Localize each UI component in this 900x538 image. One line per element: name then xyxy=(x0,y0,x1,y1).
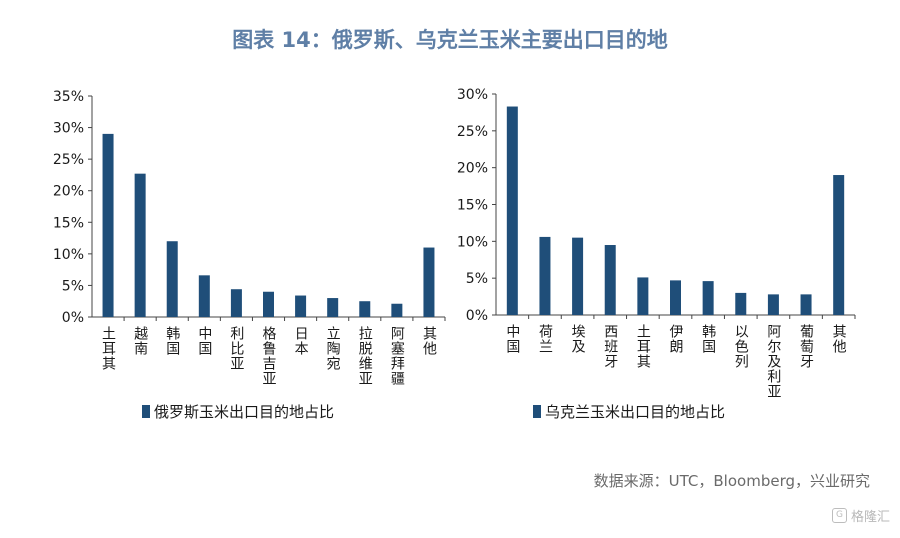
legend-swatch xyxy=(533,405,541,418)
x-tick-label: 中国 xyxy=(196,326,212,356)
x-tick-label: 格鲁吉亚 xyxy=(261,326,277,386)
y-tick-label: 20% xyxy=(457,161,488,177)
bar xyxy=(423,247,435,317)
x-tick-label: 荷兰 xyxy=(537,324,553,354)
y-tick-label: 25% xyxy=(53,152,84,168)
bar xyxy=(572,237,584,315)
x-tick-label: 越南 xyxy=(132,326,148,356)
y-tick-label: 20% xyxy=(53,184,84,200)
bar xyxy=(506,106,518,315)
x-tick-label: 伊朗 xyxy=(668,324,684,354)
bar xyxy=(166,241,178,317)
bar xyxy=(391,303,403,317)
bar xyxy=(539,236,551,315)
x-tick-label: 西班牙 xyxy=(602,324,618,369)
bar xyxy=(198,275,210,317)
bar xyxy=(833,175,845,315)
legend-label: 俄罗斯玉米出口目的地占比 xyxy=(154,403,334,421)
x-tick-label: 立陶宛 xyxy=(325,326,341,371)
y-tick-label: 25% xyxy=(457,124,488,140)
bar xyxy=(263,291,274,317)
bar xyxy=(735,292,747,315)
bar xyxy=(327,298,339,317)
x-tick-label: 日本 xyxy=(293,326,309,356)
bar xyxy=(702,281,714,315)
y-tick-label: 30% xyxy=(457,87,488,103)
bar xyxy=(637,277,649,315)
watermark-logo-icon: G xyxy=(831,508,847,523)
legend-swatch xyxy=(142,405,150,418)
x-tick-label: 其他 xyxy=(831,324,847,354)
x-tick-label: 利比亚 xyxy=(228,326,244,371)
bar xyxy=(604,245,616,315)
source-note: 数据来源：UTC，Bloomberg，兴业研究 xyxy=(593,472,870,490)
x-tick-label: 以色列 xyxy=(733,324,749,369)
bar xyxy=(230,289,242,317)
x-tick-label: 土耳其 xyxy=(635,324,651,369)
x-tick-label: 中国 xyxy=(504,324,520,354)
bar xyxy=(134,173,146,317)
x-tick-label: 拉脱维亚 xyxy=(357,326,373,386)
y-tick-label: 0% xyxy=(466,308,488,324)
x-tick-label: 埃及 xyxy=(570,324,586,354)
x-tick-label: 阿塞拜疆 xyxy=(389,326,405,386)
x-tick-label: 阿尔及利亚 xyxy=(765,324,781,399)
watermark-text: 格隆汇 xyxy=(850,510,890,525)
bar xyxy=(102,133,114,317)
bar xyxy=(767,294,779,315)
y-tick-label: 5% xyxy=(466,271,488,287)
y-tick-label: 5% xyxy=(62,278,84,294)
y-tick-label: 15% xyxy=(457,198,488,214)
bar xyxy=(295,295,307,317)
x-tick-label: 韩国 xyxy=(164,326,180,356)
bar xyxy=(670,280,681,315)
x-tick-label: 其他 xyxy=(421,326,437,356)
x-tick-label: 葡萄牙 xyxy=(798,324,814,369)
chart-title: 图表 14：俄罗斯、乌克兰玉米主要出口目的地 xyxy=(232,28,668,52)
legend-label: 乌克兰玉米出口目的地占比 xyxy=(545,403,725,421)
chart-2: 0% 5% 10% 15% 20% 25% 30% 中国 荷兰 埃及 西班牙 土耳其 伊朗 韩国 以色列 阿尔… xyxy=(457,87,856,421)
y-tick-label: 35% xyxy=(53,89,84,105)
chart-1: 0% 5% 10% 15% 20% 25% 30% 35% 土耳其 越南 韩国 中国 利比亚 格鲁吉亚 日本… xyxy=(53,89,446,421)
watermark: G 格隆汇 xyxy=(831,506,890,525)
bar xyxy=(800,294,812,315)
x-tick-label: 韩国 xyxy=(700,324,716,354)
y-tick-label: 10% xyxy=(457,234,488,250)
bar xyxy=(359,301,371,317)
y-tick-label: 0% xyxy=(62,310,84,326)
y-tick-label: 15% xyxy=(53,215,84,231)
y-tick-label: 10% xyxy=(53,247,84,263)
x-tick-label: 土耳其 xyxy=(100,326,116,371)
y-tick-label: 30% xyxy=(53,121,84,137)
